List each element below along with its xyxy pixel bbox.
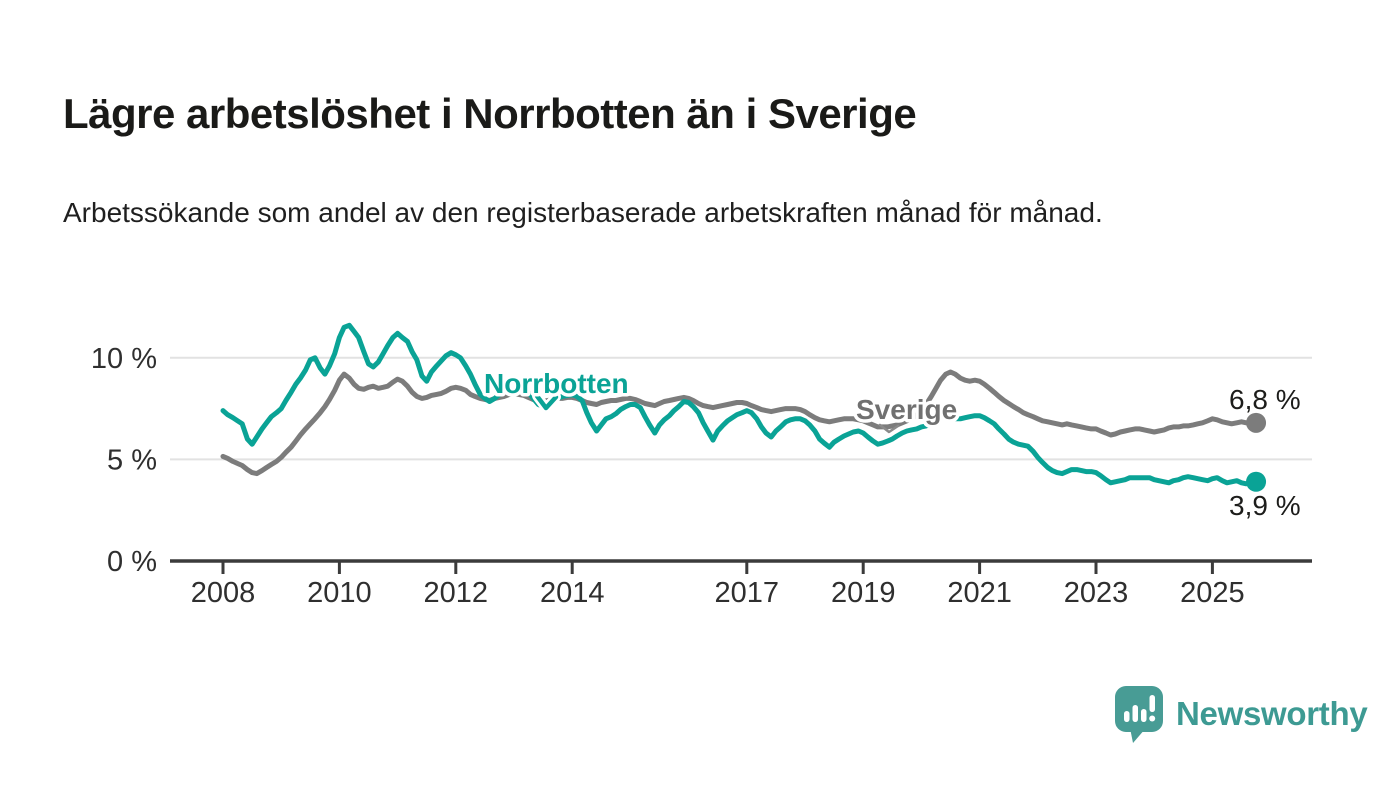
axis-layer: 2008 2010 2012 2014 2017 2019 2021 2023 2025 0 % 5… bbox=[91, 343, 1312, 609]
logo-text: Newsworthy bbox=[1176, 695, 1368, 732]
x-tick-label: 2010 bbox=[307, 577, 372, 609]
norrbotten-end-value: 3,9 % bbox=[1229, 490, 1301, 521]
x-tick-label: 2014 bbox=[540, 577, 605, 609]
series-layer bbox=[220, 322, 1267, 492]
norrbotten-arrow-icon bbox=[534, 393, 559, 411]
sverige-end-value: 6,8 % bbox=[1229, 384, 1301, 415]
chart-subtitle: Arbetssökande som andel av den registerb… bbox=[63, 197, 1103, 228]
grid-layer bbox=[170, 356, 1312, 461]
sverige-arrow-icon bbox=[878, 423, 900, 434]
x-tick-label: 2017 bbox=[715, 577, 780, 609]
y-tick-label: 5 % bbox=[107, 444, 157, 476]
norrbotten-series-label: Norrbotten bbox=[484, 368, 629, 399]
x-tick-label: 2008 bbox=[191, 577, 256, 609]
sverige-series-label: Sverige bbox=[856, 394, 957, 425]
norrbotten-end-dot bbox=[1246, 471, 1267, 492]
x-tick-label: 2025 bbox=[1180, 577, 1245, 609]
norrbotten-line bbox=[220, 322, 1259, 487]
y-tick-label: 0 % bbox=[107, 546, 157, 578]
x-tick-label: 2023 bbox=[1064, 577, 1129, 609]
x-tick-label: 2021 bbox=[947, 577, 1012, 609]
sverige-end-dot bbox=[1246, 412, 1267, 433]
y-tick-label: 10 % bbox=[91, 343, 157, 375]
x-tick-label: 2012 bbox=[424, 577, 489, 609]
x-tick-label: 2019 bbox=[831, 577, 896, 609]
page-title: Lägre arbetslöshet i Norrbotten än i Sve… bbox=[63, 90, 917, 138]
bar-chart-speech-bubble-icon bbox=[1115, 686, 1163, 743]
sverige-line bbox=[220, 369, 1259, 477]
newsworthy-logo: Newsworthy bbox=[1113, 684, 1368, 744]
